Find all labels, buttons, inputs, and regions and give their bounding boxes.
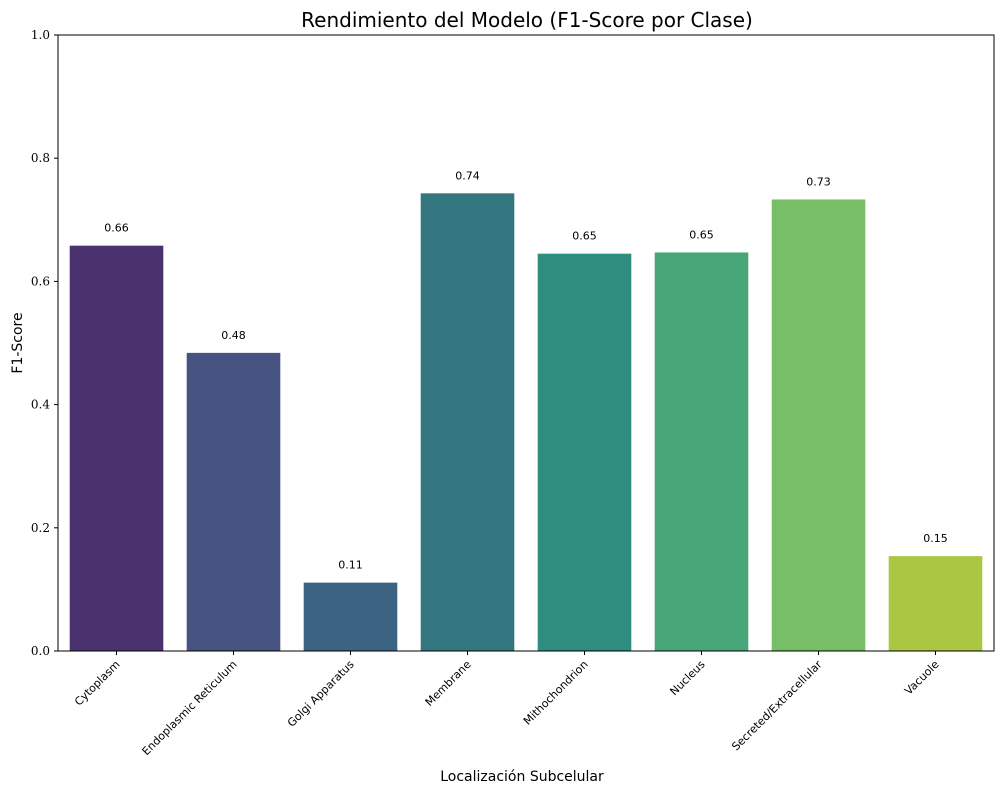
bar-7 xyxy=(888,556,983,651)
y-tick-label-2: 0.4 xyxy=(31,398,50,412)
y-tick-label-0: 0.0 xyxy=(31,644,50,658)
bar-3 xyxy=(420,193,515,651)
x-tick-label-5: Nucleus xyxy=(667,658,707,698)
chart-title: Rendimiento del Modelo (F1-Score por Cla… xyxy=(301,8,753,32)
data-label-3: 0.74 xyxy=(455,169,480,182)
x-tick-label-4: Mithochondrion xyxy=(521,658,591,728)
bar-1 xyxy=(186,352,281,651)
data-labels-group: 0.66 0.48 0.11 0.74 0.65 0.65 0.73 0.15 xyxy=(104,169,948,571)
data-label-1: 0.48 xyxy=(221,329,246,342)
data-label-2: 0.11 xyxy=(338,559,363,572)
y-axis-label: F1-Score xyxy=(10,312,26,373)
x-axis: Cytoplasm Endoplasmic Reticulum Golgi Appa… xyxy=(72,651,942,758)
x-tick-label-7: Vacuole xyxy=(902,658,942,698)
data-label-5: 0.65 xyxy=(689,228,714,241)
bar-0 xyxy=(69,245,164,651)
x-tick-label-1: Endoplasmic Reticulum xyxy=(140,658,240,758)
plot-frame xyxy=(57,34,995,652)
y-tick-label-1: 0.2 xyxy=(31,521,50,535)
y-tick-label-4: 0.8 xyxy=(31,151,50,165)
data-label-0: 0.66 xyxy=(104,222,129,235)
data-label-4: 0.65 xyxy=(572,230,597,243)
bars-group xyxy=(69,193,983,652)
x-tick-label-2: Golgi Apparatus xyxy=(285,658,357,730)
bar-6 xyxy=(771,199,866,652)
data-label-6: 0.73 xyxy=(806,175,831,188)
data-label-7: 0.15 xyxy=(923,532,948,545)
bar-2 xyxy=(303,582,398,651)
bar-4 xyxy=(537,253,632,651)
x-tick-label-0: Cytoplasm xyxy=(72,658,123,709)
y-axis: 0.0 0.2 0.4 0.6 0.8 1.0 xyxy=(31,28,58,658)
x-axis-label: Localización Subcelular xyxy=(440,769,604,785)
x-tick-label-6: Secreted/Extracellular xyxy=(729,658,825,754)
y-tick-label-5: 1.0 xyxy=(31,28,50,42)
y-tick-label-3: 0.6 xyxy=(31,274,50,288)
x-tick-label-3: Membrane xyxy=(423,658,474,709)
bar-5 xyxy=(654,252,749,651)
